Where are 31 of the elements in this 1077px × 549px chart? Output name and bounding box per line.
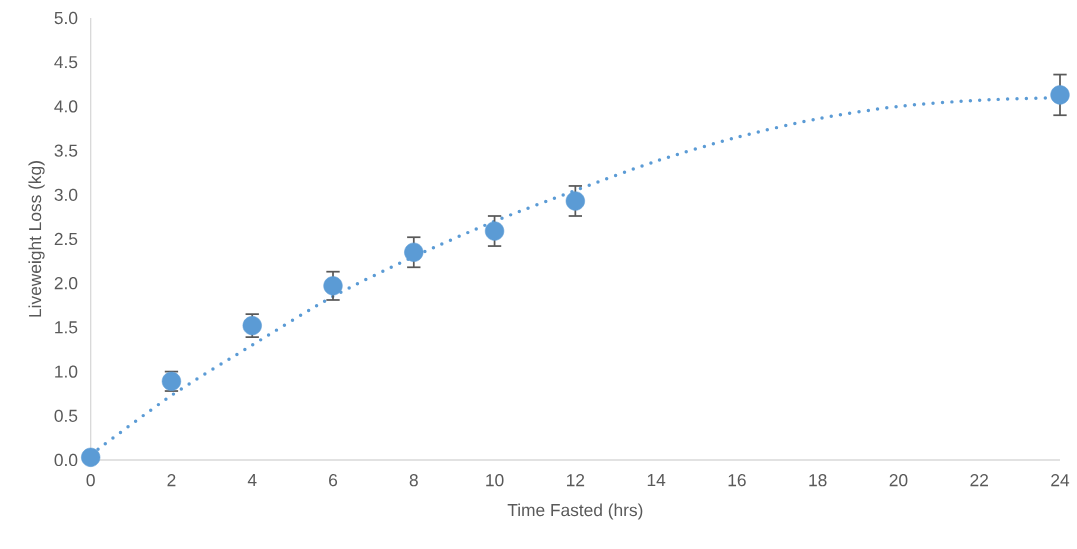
point: [404, 242, 424, 262]
y-tick-label: 4.0: [54, 100, 78, 113]
x-tick-label: 6: [329, 474, 338, 487]
point: [81, 447, 101, 467]
y-tick-label: 1.0: [55, 365, 78, 378]
x-tick-label: 4: [247, 474, 257, 486]
y-tick-label: 3.0: [54, 188, 78, 201]
y-tick-label: 1.5: [55, 321, 78, 334]
x-axis-title: Time Fasted (hrs): [507, 503, 643, 520]
y-tick-label: 2.5: [54, 232, 78, 246]
y-tick-label: 5.0: [54, 11, 78, 25]
y-tick-label: 2.0: [54, 277, 78, 290]
x-tick-label: 10: [486, 474, 504, 487]
y-tick-label: 3.5: [54, 144, 78, 157]
y-tick-label: 4.5: [54, 56, 78, 69]
x-tick-label: 18: [809, 474, 827, 487]
x-tick-label: 14: [647, 474, 666, 486]
x-tick-label: 22: [970, 474, 988, 487]
x-tick-label: 16: [728, 474, 746, 487]
x-tick-label: 0: [86, 474, 95, 487]
x-tick-label: 24: [1051, 474, 1070, 487]
y-axis-title: Liveweight Loss (kg): [28, 161, 45, 317]
x-tick-label: 20: [889, 474, 908, 487]
point: [565, 191, 585, 211]
y-tick-label: 0.0: [54, 453, 78, 467]
x-tick-label: 12: [567, 474, 585, 487]
x-tick-label: 2: [167, 474, 176, 487]
x-tick-label: 8: [409, 474, 418, 487]
point: [484, 221, 505, 241]
point: [323, 276, 343, 296]
y-tick-label: 0.5: [54, 409, 78, 422]
